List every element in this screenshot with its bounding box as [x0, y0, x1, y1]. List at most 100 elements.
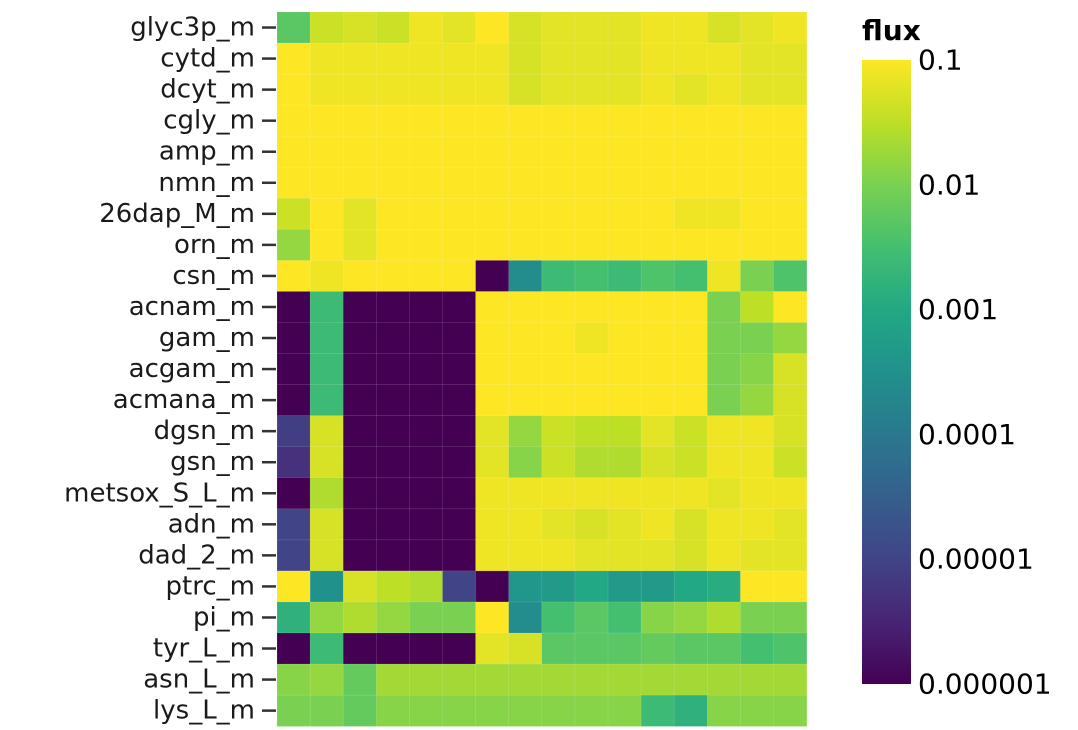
heatmap-cell [475, 570, 510, 603]
heatmap-cell [508, 508, 543, 541]
y-tick-label: tyr_L_m [153, 634, 255, 664]
heatmap-cell [375, 291, 410, 324]
heatmap-cell [574, 135, 609, 168]
heatmap-cell [276, 663, 311, 696]
heatmap-cell [409, 166, 444, 199]
heatmap-cell [773, 570, 808, 603]
heatmap-cell [276, 322, 311, 355]
heatmap-cell [706, 291, 741, 324]
heatmap-cell [409, 415, 444, 448]
heatmap-cell [640, 73, 675, 106]
heatmap-cell [574, 446, 609, 479]
heatmap-cell [342, 632, 377, 665]
heatmap-cell [740, 166, 775, 199]
heatmap-cell [442, 11, 477, 44]
y-tick-label: gsn_m [170, 447, 255, 477]
heatmap-cell [276, 11, 311, 44]
heatmap-cell [309, 229, 344, 262]
heatmap-cell [309, 508, 344, 541]
heatmap-cell [375, 632, 410, 665]
heatmap-cell [541, 632, 576, 665]
heatmap-cell [475, 508, 510, 541]
heatmap-cell [442, 135, 477, 168]
heatmap-cell [607, 384, 642, 417]
heatmap-cell [574, 104, 609, 137]
y-tick-label: cgly_m [163, 106, 255, 136]
heatmap-cell [508, 694, 543, 727]
heatmap-cell [607, 570, 642, 603]
heatmap-cell [309, 415, 344, 448]
heatmap-cell [773, 384, 808, 417]
heatmap-cell [276, 539, 311, 572]
heatmap-cell [740, 42, 775, 75]
heatmap-cell [375, 11, 410, 44]
heatmap-cell [342, 260, 377, 293]
heatmap-cell [475, 694, 510, 727]
heatmap-cell [342, 135, 377, 168]
heatmap-cell [309, 73, 344, 106]
heatmap-cell [773, 601, 808, 634]
heatmap-cell [309, 601, 344, 634]
heatmap-cell [508, 11, 543, 44]
heatmap-cell [673, 11, 708, 44]
heatmap-cell [409, 11, 444, 44]
heatmap-cell [640, 11, 675, 44]
heatmap-cell [607, 166, 642, 199]
heatmap-cell [640, 166, 675, 199]
y-tick-label: dad_2_m [138, 540, 255, 570]
heatmap-cell [673, 601, 708, 634]
heatmap-cell [409, 104, 444, 137]
heatmap-cell [574, 166, 609, 199]
heatmap-cell [375, 104, 410, 137]
heatmap-cell [409, 42, 444, 75]
heatmap-cell [607, 104, 642, 137]
heatmap-cell [541, 229, 576, 262]
heatmap-cell [541, 508, 576, 541]
heatmap-cell [342, 166, 377, 199]
heatmap-cell [342, 73, 377, 106]
heatmap-cell [375, 135, 410, 168]
heatmap-cell [607, 694, 642, 727]
heatmap-cell [309, 42, 344, 75]
legend-tick-labels: 0.1 0.01 0.001 0.0001 0.00001 0.000001 [918, 44, 1052, 701]
heatmap-cell [442, 260, 477, 293]
heatmap-cell [706, 477, 741, 510]
heatmap-cell [706, 663, 741, 696]
heatmap-cell [706, 229, 741, 262]
heatmap-cell [607, 508, 642, 541]
heatmap-cell [309, 291, 344, 324]
heatmap-cell [475, 384, 510, 417]
heatmap-cell [541, 570, 576, 603]
heatmap-cell [442, 322, 477, 355]
heatmap-cell [276, 384, 311, 417]
heatmap-cell [706, 601, 741, 634]
heatmap-cell [442, 415, 477, 448]
heatmap-cell [508, 42, 543, 75]
heatmap-cell [706, 73, 741, 106]
heatmap-cell [607, 663, 642, 696]
y-axis-labels: glyc3p_mcytd_mdcyt_mcgly_mamp_mnmn_m26da… [64, 13, 276, 726]
heatmap-cell [442, 291, 477, 324]
heatmap-cell [508, 166, 543, 199]
heatmap-cell [673, 663, 708, 696]
heatmap-cell [276, 291, 311, 324]
heatmap-cell [375, 415, 410, 448]
heatmap-cell [673, 539, 708, 572]
heatmap-cell [706, 166, 741, 199]
heatmap-cell [640, 229, 675, 262]
heatmap-cell [574, 601, 609, 634]
heatmap-cell [574, 260, 609, 293]
heatmap-cell [673, 632, 708, 665]
heatmap-cell [607, 632, 642, 665]
heatmap-cell [442, 198, 477, 230]
heatmap-cell [673, 198, 708, 230]
heatmap-cell [475, 446, 510, 479]
heatmap-cell [574, 539, 609, 572]
heatmap-cell [342, 229, 377, 262]
heatmap-cell [475, 601, 510, 634]
heatmap-cell [640, 198, 675, 230]
heatmap-cell [309, 446, 344, 479]
heatmap-cell [773, 260, 808, 293]
heatmap-cell [574, 291, 609, 324]
heatmap-cell [673, 446, 708, 479]
